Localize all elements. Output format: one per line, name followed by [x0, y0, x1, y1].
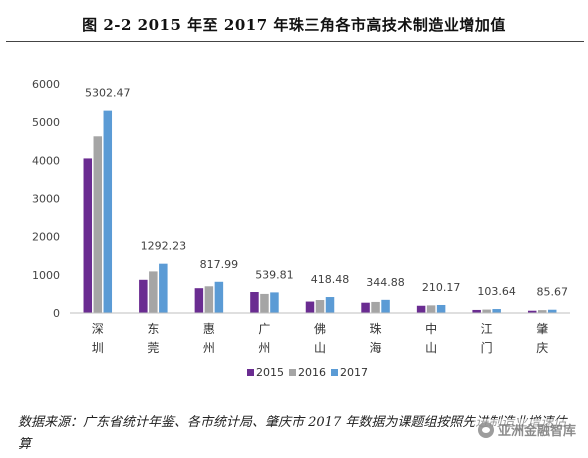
bar-2016-7 [482, 309, 491, 313]
data-label-5: 344.88 [366, 276, 405, 289]
x-tick-label-7-1: 门 [481, 340, 493, 355]
x-tick-label-2-0: 惠 [203, 322, 215, 336]
x-tick-label-2-1: 州 [203, 341, 215, 355]
bar-2017-5 [381, 299, 390, 313]
legend-label-2015: 2015 [256, 366, 284, 379]
watermark: 亚洲金融智库 [473, 419, 580, 440]
x-tick-label-8-1: 庆 [536, 341, 548, 355]
data-label-0: 5302.47 [85, 87, 131, 100]
bar-2015-4 [305, 301, 315, 313]
bar-2017-6 [436, 304, 446, 313]
bar-2016-3 [260, 293, 269, 313]
x-tick-label-7-0: 江 [481, 322, 493, 336]
x-tick-label-1-0: 东 [147, 322, 159, 336]
legend: 2015 2016 2017 [247, 366, 368, 379]
bar-2015-6 [416, 305, 426, 313]
bar-2016-1 [149, 271, 158, 313]
bar-2016-5 [371, 301, 380, 313]
bar-2017-2 [214, 281, 224, 313]
bar-2016-0 [93, 136, 103, 313]
title-divider [6, 41, 584, 42]
bar-2017-1 [159, 263, 168, 313]
y-tick-label-1: 1000 [32, 269, 60, 282]
x-tick-label-1-1: 莞 [147, 341, 159, 355]
bar-2015-5 [361, 302, 370, 313]
legend-label-2016: 2016 [298, 366, 326, 379]
x-tick-label-5-1: 海 [370, 340, 382, 355]
bar-2016-2 [204, 286, 214, 313]
bar-2017-7 [492, 309, 501, 313]
data-label-7: 103.64 [477, 285, 516, 298]
x-tick-label-3-0: 广 [258, 322, 270, 336]
bar-2015-7 [472, 309, 481, 313]
bar-2017-4 [325, 297, 335, 313]
x-tick-label-4-0: 佛 [314, 322, 326, 336]
bar-chart: 0 1000 2000 3000 4000 5000 6000 5302.47 1292.23… [32, 78, 570, 379]
x-tick-label-6-1: 山 [425, 341, 437, 355]
bar-2017-3 [270, 292, 279, 313]
bar-2016-8 [537, 310, 547, 313]
source-note: 数据来源：广东省统计年鉴、各市统计局、肇庆市 2017 年数据为课题组按照先进制… [18, 415, 567, 452]
y-axis: 0 1000 2000 3000 4000 5000 6000 [32, 78, 60, 320]
y-tick-label-6: 6000 [32, 78, 60, 91]
x-tick-label-0-1: 圳 [92, 341, 104, 355]
x-tick-label-3-1: 州 [258, 341, 270, 355]
bar-2015-0 [83, 158, 93, 313]
legend-swatch-2016 [289, 369, 296, 376]
data-label-6: 210.17 [422, 281, 461, 294]
x-tick-label-6-0: 中 [425, 321, 437, 336]
bar-2017-0 [103, 110, 113, 313]
x-tick-label-4-1: 山 [314, 341, 326, 355]
value-labels: 5302.47 1292.23 817.99 539.81 418.48 344.88 21… [85, 87, 568, 299]
chart-title: 图 2-2 2015 年至 2017 年珠三角各市高技术制造业增加值 [82, 16, 506, 34]
x-tick-label-0-0: 深 [92, 322, 104, 336]
x-tick-label-8-0: 肇 [536, 321, 548, 336]
legend-swatch-2017 [331, 369, 338, 376]
bars [83, 110, 557, 313]
bar-2015-2 [194, 288, 204, 313]
legend-label-2017: 2017 [340, 366, 368, 379]
y-tick-label-0: 0 [53, 307, 60, 320]
bar-2016-4 [315, 300, 325, 313]
legend-swatch-2015 [247, 369, 254, 376]
data-label-1: 1292.23 [141, 240, 187, 253]
bar-2016-6 [426, 305, 436, 313]
bar-2017-8 [547, 309, 557, 313]
y-tick-label-5: 5000 [32, 116, 60, 129]
bar-2015-8 [527, 310, 537, 313]
data-label-4: 418.48 [311, 273, 350, 286]
x-tick-label-5-0: 珠 [370, 322, 382, 336]
wechat-icon [477, 421, 494, 438]
data-label-3: 539.81 [255, 268, 294, 281]
watermark-text: 亚洲金融智库 [497, 424, 576, 439]
y-tick-label-4: 4000 [32, 154, 60, 167]
y-tick-label-3: 3000 [32, 193, 60, 206]
y-tick-label-2: 2000 [32, 231, 60, 244]
bar-2015-1 [139, 279, 148, 313]
data-label-2: 817.99 [200, 258, 239, 271]
bar-2015-3 [250, 292, 259, 313]
data-label-8: 85.67 [536, 286, 568, 299]
